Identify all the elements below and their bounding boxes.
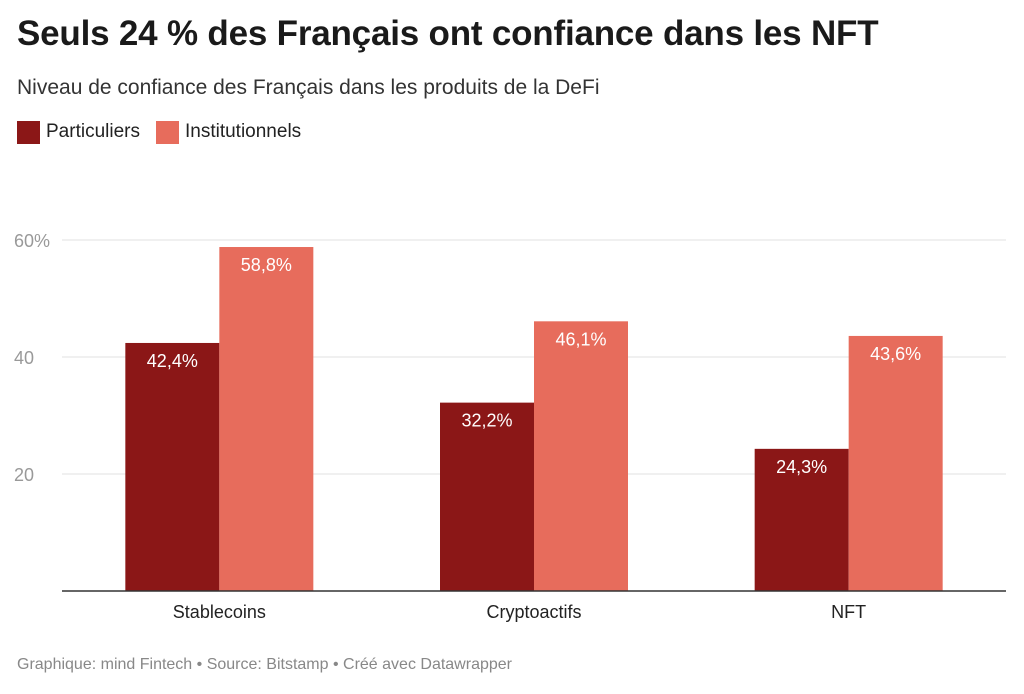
bar: [125, 342, 220, 591]
bar-value-label: 32,2%: [461, 411, 512, 431]
chart-footer: Graphique: mind Fintech • Source: Bitsta…: [17, 656, 512, 673]
x-tick-label: NFT: [831, 602, 866, 622]
legend-label-particuliers: Particuliers: [46, 121, 140, 142]
chart-title: Seuls 24 % des Français ont confiance da…: [17, 14, 879, 53]
bar-value-label: 24,3%: [776, 457, 827, 477]
legend-item-particuliers: Particuliers: [17, 120, 140, 144]
legend-item-institutionnels: Institutionnels: [155, 120, 302, 144]
x-tick-label: Stablecoins: [173, 602, 266, 622]
y-tick-label: 60%: [14, 231, 50, 251]
bar: [848, 335, 943, 591]
bar-value-label: 46,1%: [555, 329, 606, 349]
bar: [219, 247, 314, 591]
legend-swatch-institutionnels: [155, 120, 179, 144]
chart-subtitle: Niveau de confiance des Français dans le…: [17, 76, 600, 99]
y-tick-label: 20: [14, 465, 34, 485]
legend-swatch-particuliers: [17, 120, 40, 144]
legend: Particuliers Institutionnels: [17, 120, 317, 144]
bar-value-label: 43,6%: [870, 344, 921, 364]
x-tick-label: Cryptoactifs: [486, 602, 581, 622]
bar: [754, 448, 849, 591]
legend-label-institutionnels: Institutionnels: [184, 121, 302, 142]
bar: [440, 402, 534, 591]
bar-value-label: 58,8%: [241, 255, 292, 275]
bar: [534, 321, 628, 591]
y-tick-label: 40: [14, 348, 34, 368]
bar-value-label: 42,4%: [147, 351, 198, 371]
